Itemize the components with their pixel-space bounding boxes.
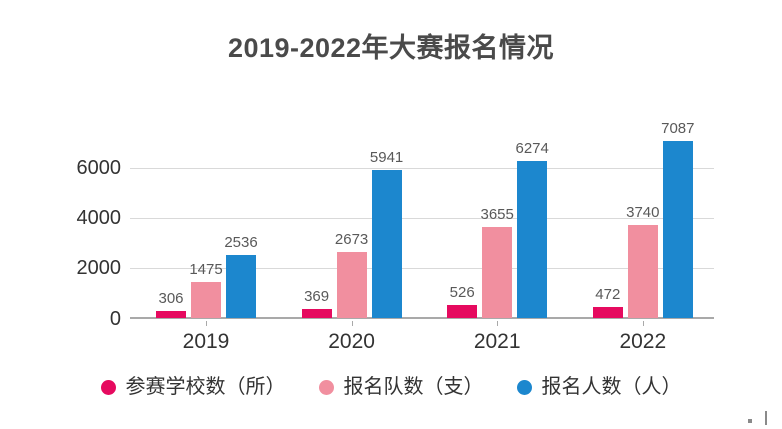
legend-label: 报名人数（人）: [541, 376, 682, 398]
bar: [226, 254, 256, 319]
gridline: [130, 218, 714, 219]
legend-item: 报名队数（支）: [318, 375, 484, 399]
y-axis-label: 6000: [76, 157, 122, 180]
bar: [156, 310, 186, 319]
legend-label: 报名队数（支）: [343, 376, 484, 398]
legend-swatch-icon: [318, 379, 334, 395]
bar-value-label: 7087: [661, 119, 695, 137]
x-axis-label: 2021: [473, 330, 521, 353]
y-axis-label: 2000: [76, 257, 122, 280]
bar: [592, 306, 623, 319]
gridline: [130, 168, 714, 169]
bar-value-label: 3740: [626, 203, 660, 221]
watermark-mark-icon: [748, 419, 752, 423]
watermark-fragment: [737, 407, 782, 429]
x-tick: [497, 321, 499, 326]
bar-value-label: 1475: [189, 260, 223, 278]
x-axis-label: 2019: [182, 330, 230, 353]
bar: [482, 226, 513, 319]
chart-title: 2019-2022年大赛报名情况: [227, 33, 555, 63]
watermark-mark-icon: [765, 411, 767, 425]
bar-value-label: 3655: [480, 205, 514, 223]
gridline: [130, 268, 714, 269]
bar-value-label: 472: [595, 285, 621, 303]
bar: [627, 224, 658, 319]
legend-item: 报名人数（人）: [516, 375, 682, 399]
x-axis-line: [130, 317, 714, 319]
legend-item: 参赛学校数（所）: [100, 375, 286, 399]
bar-value-label: 6274: [515, 140, 549, 158]
legend-label: 参赛学校数（所）: [125, 376, 286, 398]
bar: [371, 169, 402, 319]
x-axis-label: 2022: [619, 330, 667, 353]
y-axis-label: 4000: [76, 207, 122, 230]
legend-swatch-icon: [100, 379, 116, 395]
bar: [191, 281, 221, 319]
legend: 参赛学校数（所） 报名队数（支） 报名人数（人）: [0, 375, 782, 399]
bar: [517, 161, 548, 319]
x-tick: [642, 321, 644, 326]
bar-value-label: 306: [158, 289, 184, 307]
bar: [301, 309, 332, 319]
bar: [662, 140, 693, 319]
x-tick: [206, 321, 207, 326]
bar: [447, 305, 478, 319]
bar-value-label: 369: [304, 288, 330, 306]
bar-value-label: 2536: [224, 233, 258, 251]
x-tick: [351, 321, 353, 326]
y-axis-label: 0: [109, 307, 121, 330]
bar-value-label: 5941: [369, 148, 404, 166]
bar-value-label: 2673: [334, 230, 369, 248]
x-axis-label: 2020: [328, 330, 375, 353]
bar: [336, 251, 367, 319]
legend-swatch-icon: [516, 379, 532, 395]
bar-value-label: 526: [449, 284, 475, 302]
